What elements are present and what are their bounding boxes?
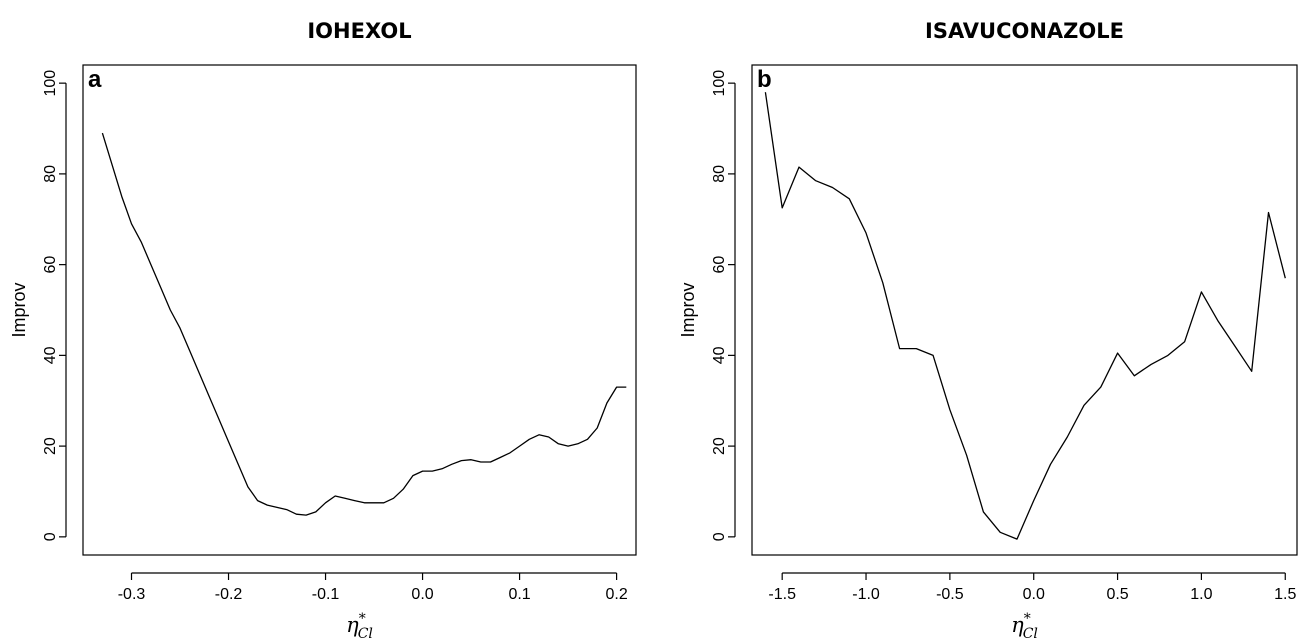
series-group xyxy=(101,132,627,516)
x-tick-label: 0.0 xyxy=(411,586,433,603)
series-line xyxy=(101,132,627,516)
x-axis-label-sup: * xyxy=(1024,611,1031,627)
y-axis: 0 20 40 60 80 100 xyxy=(711,70,736,541)
x-tick-label: -0.2 xyxy=(215,586,243,603)
x-tick-label: -0.3 xyxy=(118,586,146,603)
chart-panel-a: IOHEXOL a Improv η* Cl -0.3 -0.2 -0.1 0.0 0.1… xyxy=(9,19,637,642)
x-tick-label: -0.1 xyxy=(312,586,340,603)
y-axis-label: Improv xyxy=(678,282,698,337)
x-axis-label-base: η xyxy=(346,613,359,637)
x-tick-label: 1.5 xyxy=(1274,586,1296,603)
y-tick-label: 80 xyxy=(42,165,59,183)
y-tick-label: 60 xyxy=(42,256,59,274)
y-axis: 0 20 40 60 80 100 xyxy=(42,70,67,541)
x-tick-label: 1.0 xyxy=(1190,586,1212,603)
y-tick-label: 20 xyxy=(711,437,728,455)
y-tick-label: 100 xyxy=(711,70,728,97)
panel-label: b xyxy=(757,66,772,93)
x-axis: -0.3 -0.2 -0.1 0.0 0.1 0.2 xyxy=(118,572,628,603)
y-tick-label: 60 xyxy=(711,256,728,274)
series-group xyxy=(764,92,1286,540)
x-axis-label-sub: Cl xyxy=(358,626,373,642)
series-line xyxy=(764,92,1286,540)
x-tick-label: -1.5 xyxy=(768,586,796,603)
x-axis: -1.5 -1.0 -0.5 0.0 0.5 1.0 1.5 xyxy=(768,572,1296,603)
x-tick-label: 0.2 xyxy=(605,586,627,603)
x-axis-label: η* Cl xyxy=(346,611,373,642)
y-tick-label: 20 xyxy=(42,437,59,455)
x-tick-label: -0.5 xyxy=(936,586,964,603)
x-axis-label: η* Cl xyxy=(1011,611,1038,642)
panel-label: a xyxy=(88,66,102,93)
y-tick-label: 100 xyxy=(42,70,59,97)
x-axis-label-base: η xyxy=(1011,613,1024,637)
chart-title: ISAVUCONAZOLE xyxy=(925,19,1124,43)
plot-frame xyxy=(82,64,637,556)
y-tick-label: 0 xyxy=(711,532,728,541)
plot-frame xyxy=(751,64,1298,556)
chart-title: IOHEXOL xyxy=(307,19,411,43)
x-tick-label: 0.0 xyxy=(1023,586,1045,603)
x-tick-label: 0.1 xyxy=(508,586,530,603)
x-tick-label: 0.5 xyxy=(1106,586,1128,603)
y-tick-label: 80 xyxy=(711,165,728,183)
x-axis-label-sub: Cl xyxy=(1023,626,1038,642)
chart-panel-b: ISAVUCONAZOLE b Improv η* Cl -1.5 -1.0 -0.5… xyxy=(678,19,1298,642)
y-axis-label: Improv xyxy=(9,282,29,337)
x-axis-label-sup: * xyxy=(359,611,366,627)
x-tick-label: -1.0 xyxy=(852,586,880,603)
y-tick-label: 40 xyxy=(42,346,59,364)
y-tick-label: 0 xyxy=(42,532,59,541)
y-tick-label: 40 xyxy=(711,346,728,364)
